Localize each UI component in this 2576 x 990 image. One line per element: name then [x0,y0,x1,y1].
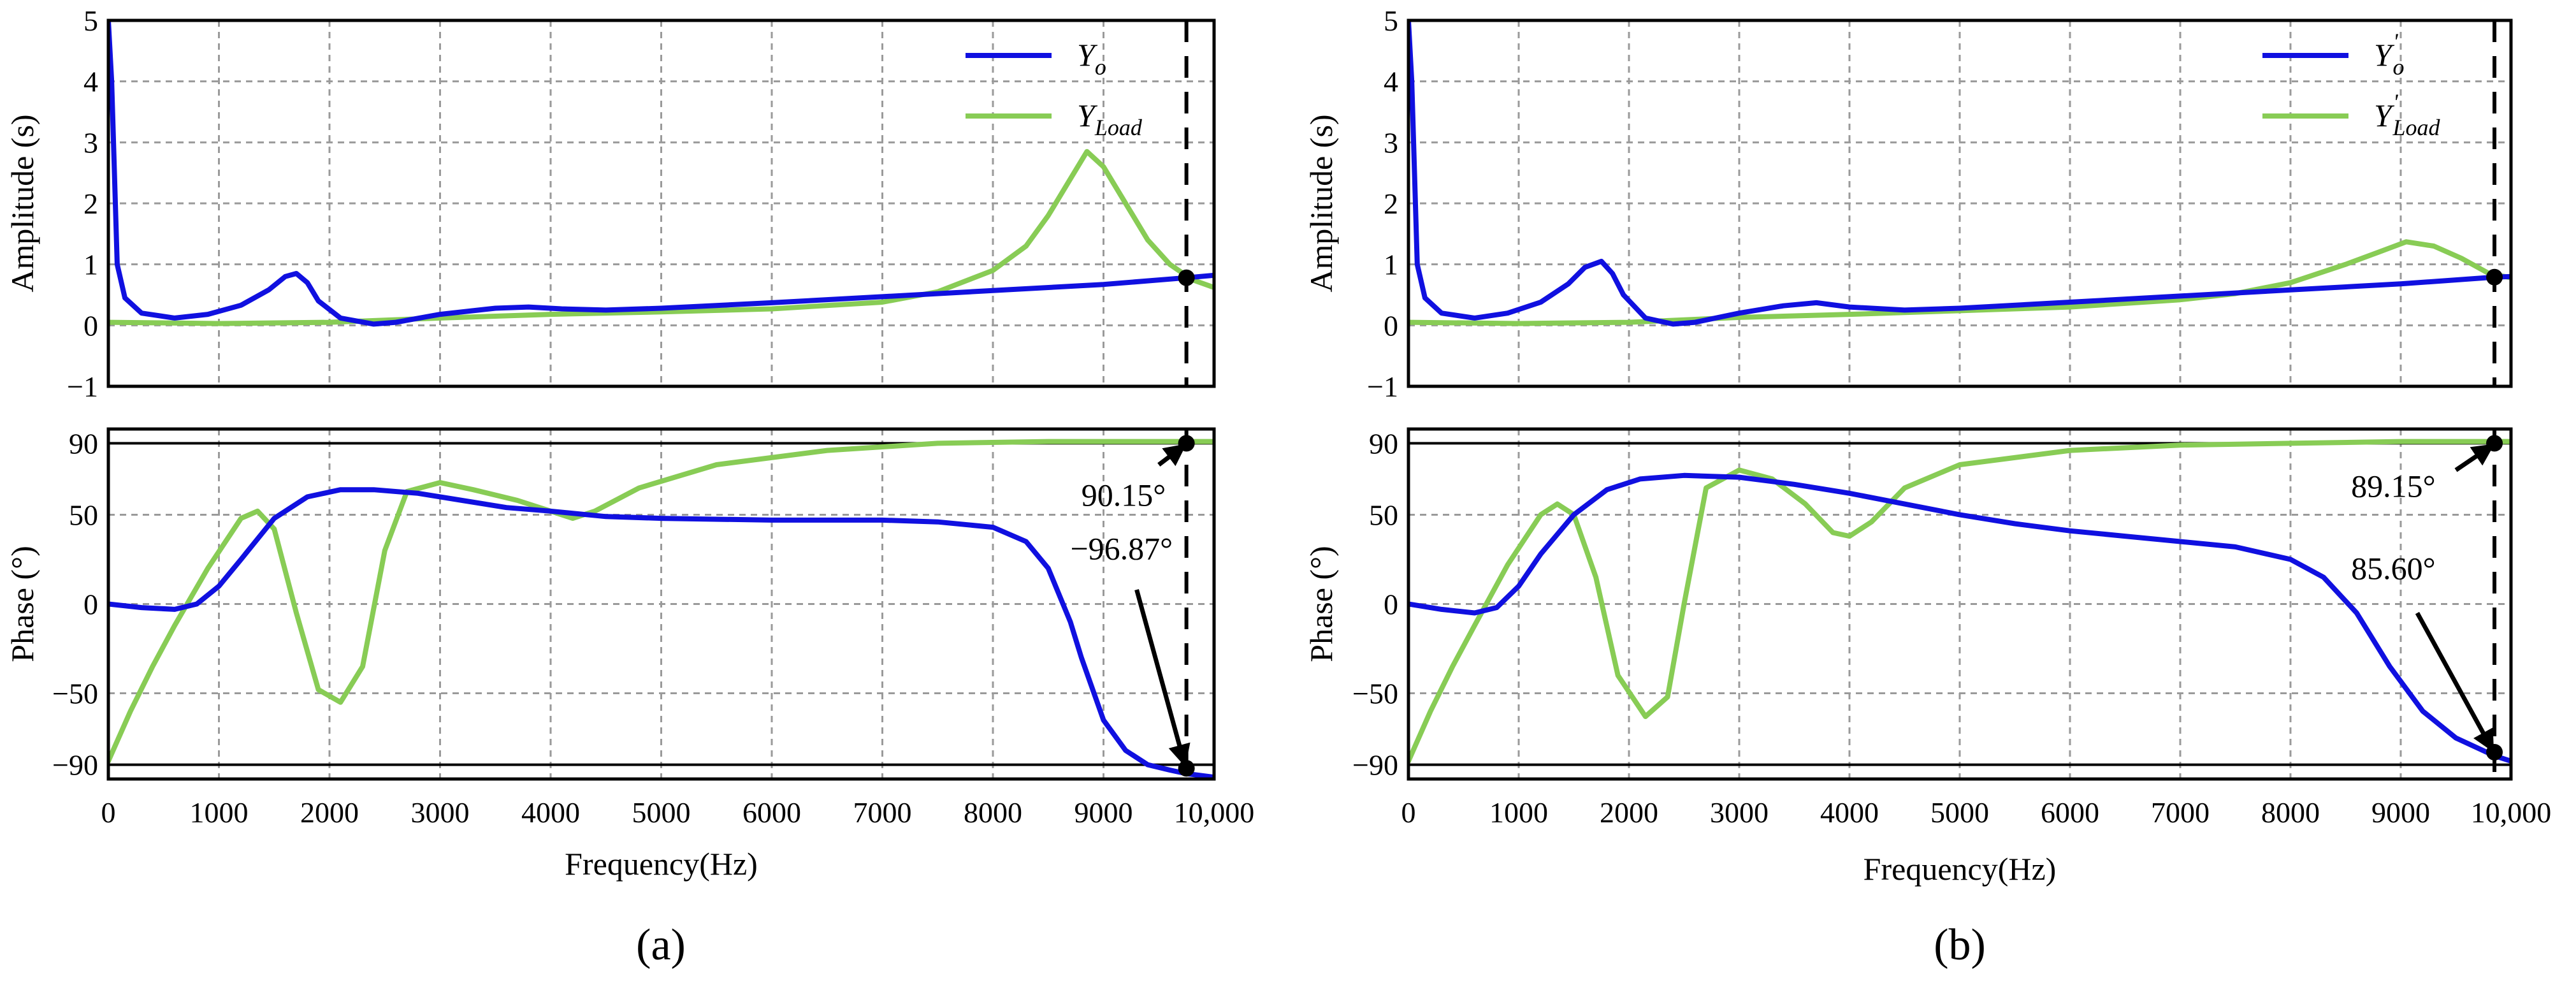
y-axis-label: Phase (°) [4,546,40,662]
panel-label: (a) [636,921,686,970]
y-axis-label: Amplitude (s) [1303,114,1339,292]
x-tick-label: 3000 [411,796,470,829]
marker-point [2486,268,2503,286]
x-tick-label: 8000 [2261,796,2320,829]
x-tick-label: 10,000 [2471,796,2552,829]
annotation-label: −96.87° [1070,530,1173,566]
x-tick-label: 0 [101,796,116,829]
legend-main: Y [2374,37,2395,73]
y-tick-label: 4 [83,66,98,98]
x-tick-label: 9000 [1075,796,1133,829]
series-line-yo-prime [1408,20,2511,327]
y-tick-label: −1 [67,370,98,403]
y-tick-label: 5 [83,4,98,37]
annotation-label: 89.15° [2351,468,2436,504]
legend-label: Y' o [2374,29,2405,80]
x-tick-label: 2000 [300,796,359,829]
legend-label: Y' Load [2374,89,2441,140]
y-tick-label: −90 [1352,749,1398,782]
annotation-arrow [1157,443,1187,467]
legend-sup: ' [2393,29,2399,54]
y-tick-label: 2 [1384,187,1398,220]
x-tick-label: 4000 [1820,796,1879,829]
y-tick-label: 4 [1384,66,1398,98]
plot-frame [106,427,1216,781]
x-tick-label: 9000 [2371,796,2430,829]
annotation-label: 90.15° [1082,477,1166,513]
x-tick-label: 0 [1401,796,1416,829]
y-tick-label: −50 [1352,678,1398,710]
legend-sub: o [2393,54,2405,80]
x-axis-label: Frequency(Hz) [565,846,758,882]
x-tick-label: 7000 [853,796,912,829]
y-axis-label: Phase (°) [1303,546,1339,662]
y-tick-label: 2 [83,187,98,220]
x-axis-label: Frequency(Hz) [1863,851,2057,887]
y-tick-label: −1 [1367,370,1398,403]
legend-sub: o [1095,54,1106,80]
series-line-yo [108,487,1214,779]
x-tick-label: 3000 [1710,796,1769,829]
y-tick-label: 1 [83,249,98,281]
legend-sub: Load [2392,115,2441,140]
series-line-yload-prime [1408,439,2511,764]
legend-main: Y [2374,98,2395,133]
x-tick-label: 5000 [1930,796,1989,829]
y-tick-label: −90 [52,749,98,782]
plot-frame [106,18,1216,388]
y-tick-label: 5 [1384,4,1398,37]
y-axis-label: Amplitude (s) [4,114,40,292]
legend-main: Y [1077,37,1098,73]
x-tick-label: 2000 [1600,796,1658,829]
series-line-yo-prime [1408,472,2511,764]
x-tick-label: 5000 [632,796,691,829]
marker-point [1178,269,1195,286]
annotation-label: 85.60° [2351,550,2436,586]
annotation-arrow [2415,611,2495,753]
plot-frame [1407,18,2513,388]
y-tick-label: 50 [1369,499,1398,531]
series-line-yload [108,149,1214,326]
y-tick-label: 50 [69,499,98,531]
y-tick-label: 3 [83,126,98,159]
legend-main: Y [1077,98,1098,133]
y-tick-label: 90 [1369,427,1398,460]
legend-label: YLoad [1077,98,1143,140]
y-tick-label: 1 [1384,249,1398,281]
x-tick-label: 7000 [2151,796,2210,829]
y-tick-label: 0 [83,588,98,621]
annotation-arrow [1134,589,1190,767]
phase-plot: −90 −50 0 50 90 Phase (°) 90.15° −96.87° [4,427,1216,782]
x-tick-label: 6000 [2041,796,2099,829]
legend-sup: ' [2393,89,2399,115]
annotation-arrow [2454,443,2495,472]
phase-plot: −90 −50 0 50 90 Phase (°) 89.15° 85.60° [1303,427,2513,782]
y-tick-label: −50 [52,678,98,710]
series-line-yo [108,20,1214,327]
x-tick-label: 6000 [742,796,801,829]
x-tick-label: 8000 [964,796,1022,829]
y-tick-label: 0 [83,309,98,342]
y-tick-label: 0 [1384,588,1398,621]
legend-label: Yo [1077,37,1106,80]
x-tick-label: 1000 [190,796,249,829]
plot-frame [1407,427,2513,781]
x-tick-label: 10,000 [1174,796,1255,829]
x-tick-label: 4000 [521,796,580,829]
y-tick-label: 0 [1384,309,1398,342]
panel-label: (b) [1934,921,1986,970]
y-tick-label: 90 [69,427,98,460]
x-tick-label: 1000 [1489,796,1548,829]
legend-sub: Load [1094,115,1143,140]
y-tick-label: 3 [1384,126,1398,159]
